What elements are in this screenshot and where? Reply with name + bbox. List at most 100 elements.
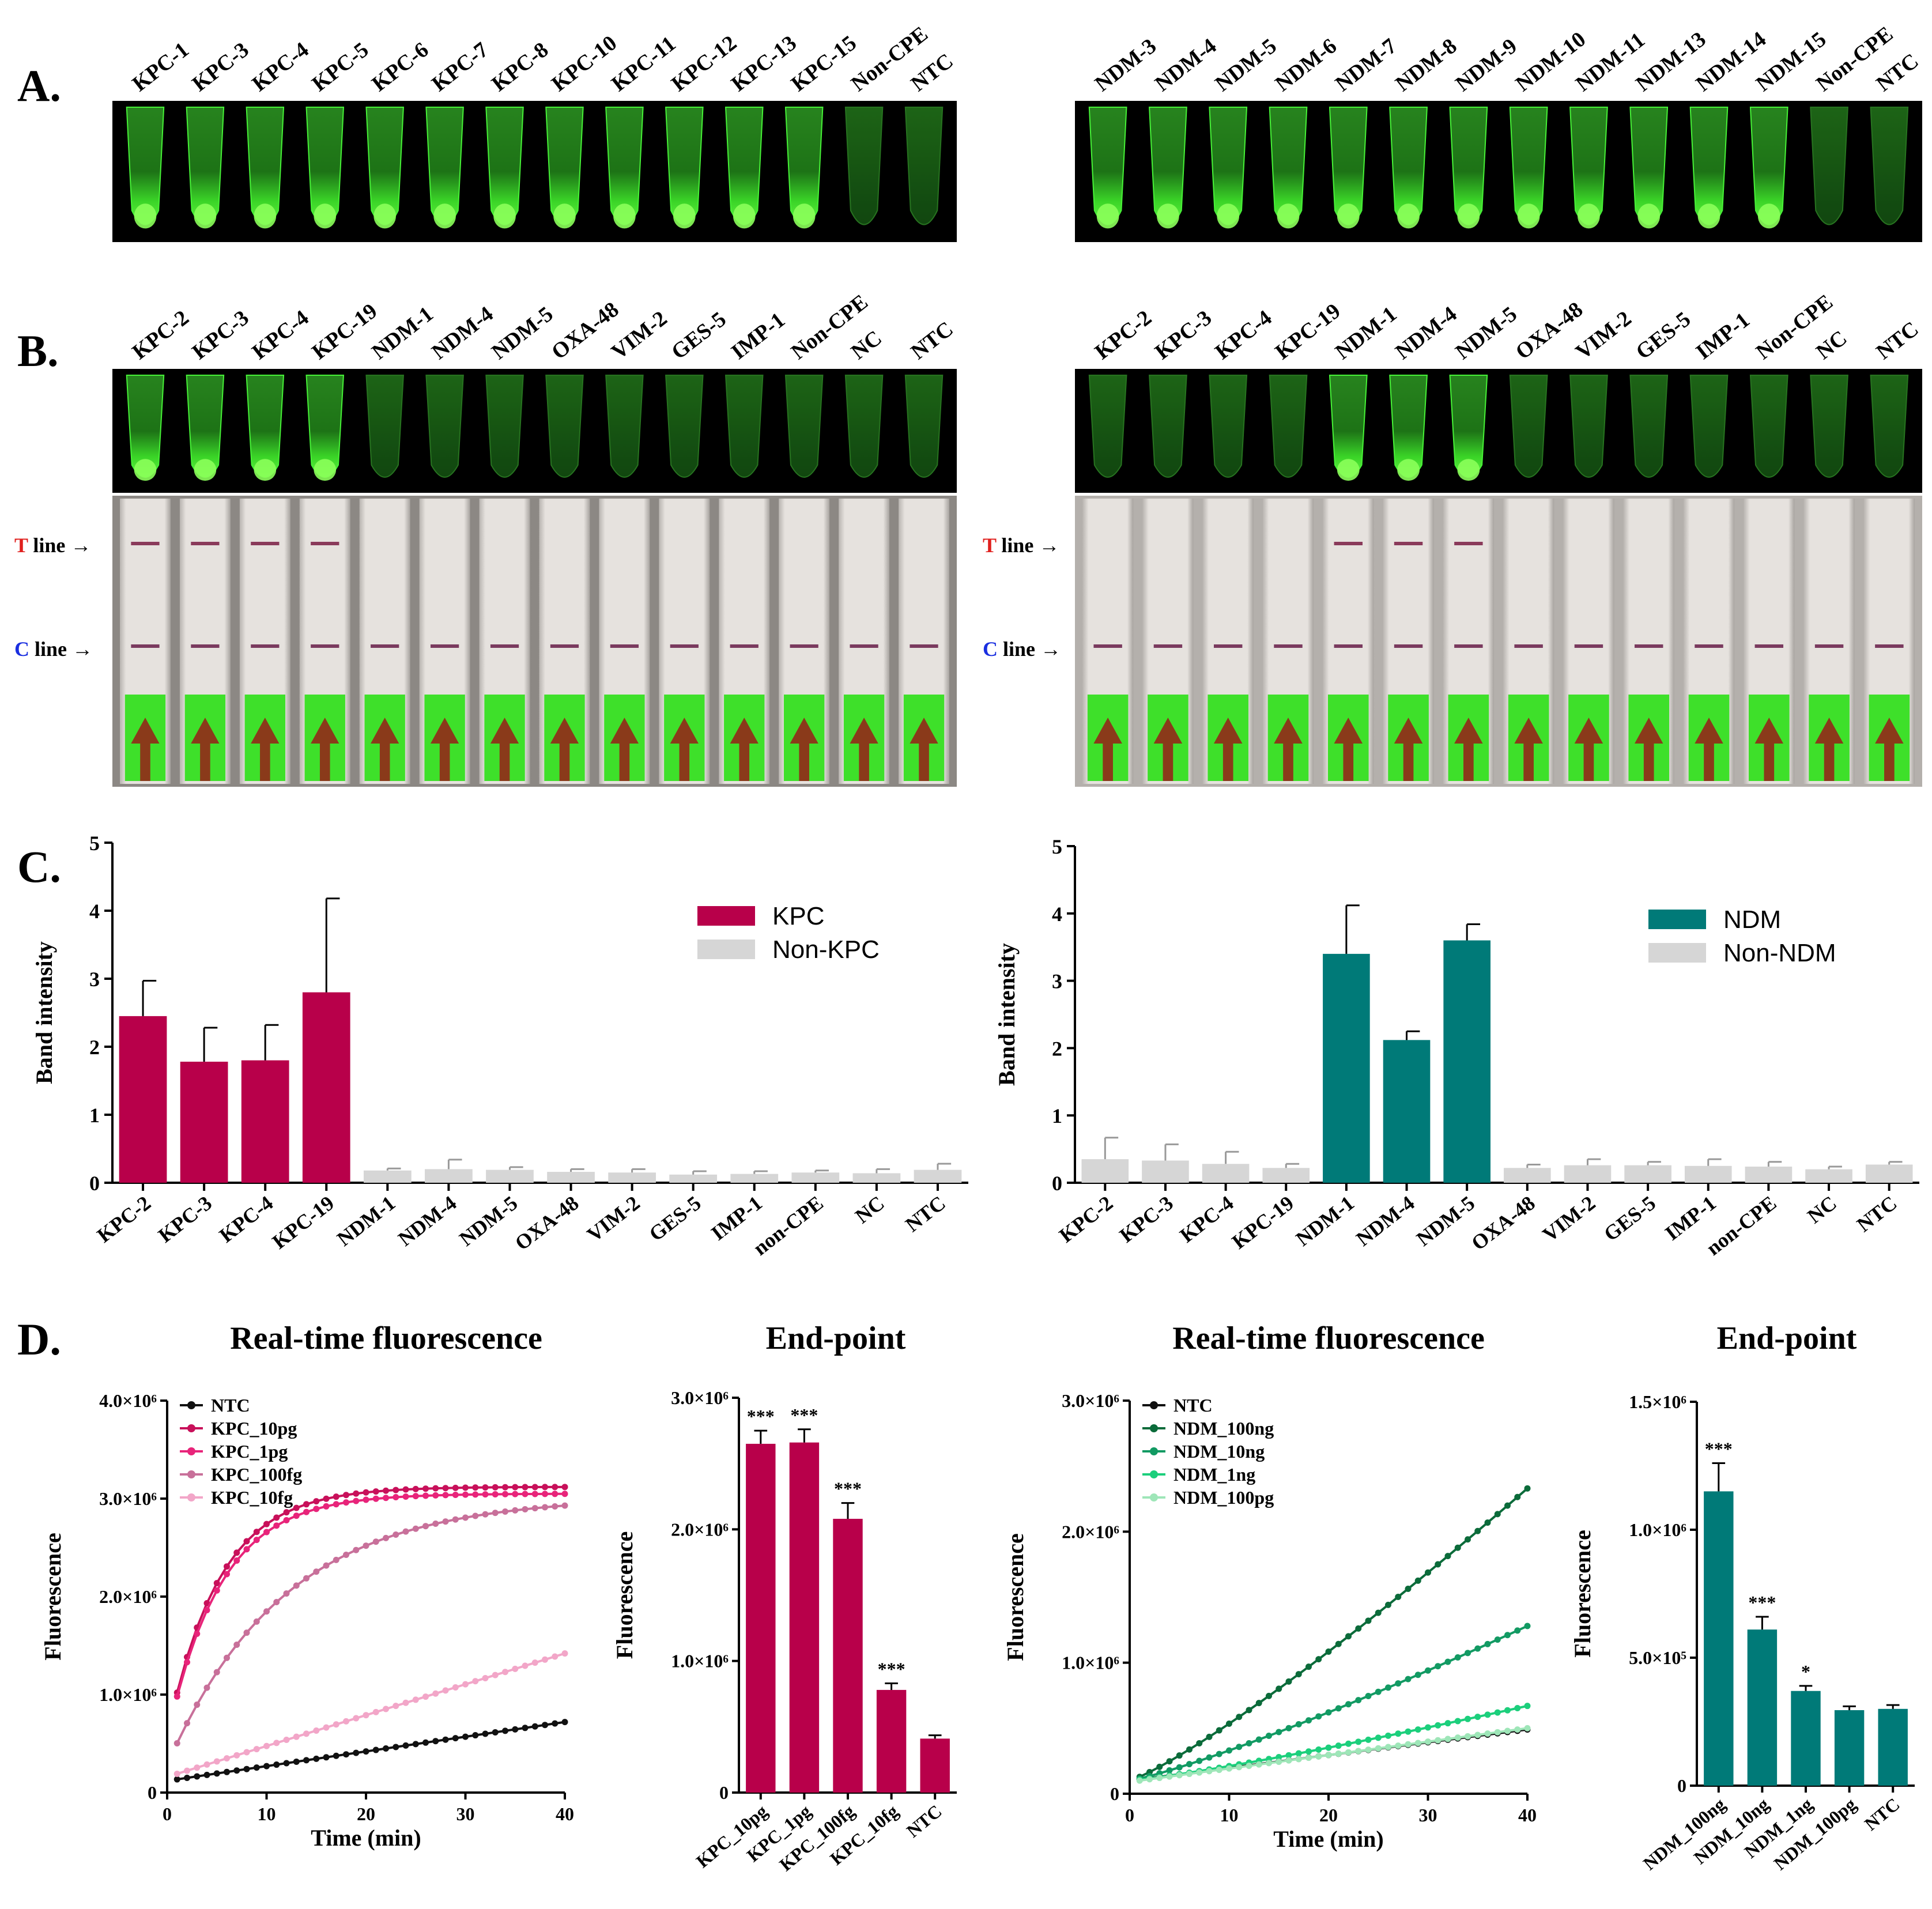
series-point <box>1504 1502 1511 1509</box>
svg-text:C line →: C line → <box>983 637 1061 661</box>
series-point <box>243 1538 250 1545</box>
series-point <box>283 1760 290 1767</box>
bar <box>1684 1165 1732 1183</box>
series-point <box>1196 1740 1203 1746</box>
x-tick-label: NDM-1 <box>333 1191 399 1251</box>
lane-label: KPC-11 <box>607 32 680 96</box>
series-point <box>213 1758 220 1765</box>
tube <box>485 375 524 478</box>
series-point <box>313 1755 320 1762</box>
series-point <box>323 1562 330 1569</box>
series-line <box>1139 1727 1528 1782</box>
series-point <box>1216 1767 1222 1774</box>
y-tick-label: 3.0×10⁶ <box>671 1387 729 1408</box>
series-point <box>363 1712 369 1719</box>
series-point <box>263 1521 270 1527</box>
legend-label: NDM_100pg <box>1173 1487 1274 1508</box>
series-point <box>1305 1748 1312 1755</box>
y-tick-label: 3.0×10⁶ <box>1062 1390 1119 1411</box>
series-point <box>422 1693 429 1700</box>
legend-label: KPC_10pg <box>211 1418 297 1439</box>
series-point <box>1484 1640 1491 1647</box>
x-tick-label: KPC-3 <box>154 1191 216 1247</box>
series-point <box>1484 1711 1491 1718</box>
legend-marker <box>187 1493 195 1501</box>
y-tick-label: 2 <box>1052 1037 1062 1060</box>
series-point <box>1465 1715 1471 1722</box>
lane-label: NDM-4 <box>1391 302 1461 364</box>
tube-glow <box>1337 459 1360 481</box>
legend-marker <box>187 1470 195 1478</box>
series-point <box>531 1659 538 1666</box>
c-line-band <box>730 644 759 648</box>
series-point <box>1435 1737 1442 1744</box>
lane-label: NTC <box>907 49 958 96</box>
bar <box>241 1060 289 1183</box>
series-point <box>1186 1761 1193 1768</box>
series-point <box>203 1771 210 1778</box>
legend-label: KPC <box>772 902 824 930</box>
series-point <box>1465 1536 1471 1543</box>
series-point <box>343 1751 349 1758</box>
y-tick-label: 1 <box>89 1104 100 1127</box>
tube <box>665 375 704 478</box>
strip-arrow <box>850 718 878 781</box>
c-line-band <box>1153 644 1183 648</box>
series-point <box>1494 1729 1501 1736</box>
series-point <box>253 1537 260 1544</box>
strip-arrow <box>610 718 639 781</box>
gel-box <box>1075 369 1922 493</box>
series-point <box>412 1525 419 1532</box>
c-line-band <box>131 644 160 648</box>
t-line-band <box>131 542 160 545</box>
series-point <box>1166 1773 1173 1780</box>
series-point <box>263 1608 270 1615</box>
lane-label: NDM-9 <box>1451 34 1522 96</box>
series-point <box>393 1744 399 1750</box>
series-point <box>194 1773 201 1780</box>
series-point <box>432 1485 439 1492</box>
series-point <box>1176 1764 1183 1771</box>
series-point <box>1285 1752 1292 1759</box>
c-line-band <box>1814 644 1844 648</box>
c-line-band <box>490 644 519 648</box>
series-point <box>462 1733 469 1740</box>
c-line-band <box>311 644 339 648</box>
series-point <box>303 1575 310 1582</box>
series-point <box>333 1493 339 1500</box>
tube-glow <box>613 203 636 229</box>
c-line-band <box>1274 644 1303 648</box>
y-axis-label: Fluorescence <box>612 1531 637 1659</box>
significance-label: *** <box>790 1405 818 1425</box>
series-point <box>1385 1732 1391 1739</box>
bar <box>608 1172 656 1183</box>
series-line <box>1139 1704 1528 1781</box>
bar <box>1834 1710 1865 1786</box>
series-point <box>1295 1671 1302 1678</box>
series-point <box>383 1495 389 1501</box>
strip-arrow <box>1754 718 1784 781</box>
series-point <box>502 1491 508 1497</box>
legend-marker <box>1150 1447 1158 1455</box>
series-point <box>492 1729 499 1736</box>
series-point <box>194 1631 201 1638</box>
strip-arrow <box>131 718 160 781</box>
tube-glow <box>673 203 696 229</box>
c-line-band <box>1514 644 1543 648</box>
series-point <box>1226 1721 1232 1727</box>
lane-label: GES-5 <box>667 307 731 364</box>
series-point <box>363 1489 369 1496</box>
lane-label: GES-5 <box>1631 307 1695 364</box>
series-point <box>442 1492 449 1499</box>
series-point <box>452 1735 459 1742</box>
series-point <box>184 1775 190 1781</box>
tube <box>1810 375 1848 478</box>
series-point <box>393 1487 399 1493</box>
tube <box>1088 375 1127 478</box>
series-point <box>263 1763 270 1770</box>
lane-label: NTC <box>907 317 958 364</box>
series-point <box>194 1701 201 1708</box>
series-point <box>1226 1765 1232 1772</box>
series-point <box>233 1557 240 1564</box>
series-point <box>502 1727 508 1734</box>
